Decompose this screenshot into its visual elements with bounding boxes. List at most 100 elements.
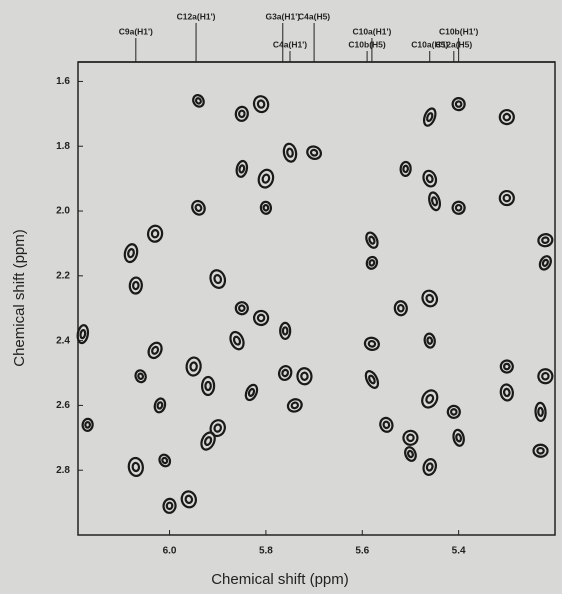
peak bbox=[209, 419, 226, 438]
contour bbox=[257, 168, 275, 189]
annotation: C9a(H1') bbox=[119, 26, 153, 36]
peak bbox=[399, 160, 412, 178]
peak bbox=[235, 159, 249, 178]
contour bbox=[534, 401, 547, 422]
peak bbox=[127, 456, 144, 478]
peak bbox=[286, 398, 303, 413]
contour bbox=[234, 105, 249, 122]
x-tick-label: 5.6 bbox=[355, 546, 369, 557]
contour bbox=[402, 164, 409, 174]
peak bbox=[76, 324, 90, 345]
y-tick-label: 1.6 bbox=[56, 76, 70, 87]
contour bbox=[209, 269, 227, 289]
peak bbox=[537, 233, 554, 248]
contour bbox=[244, 383, 259, 402]
contour bbox=[422, 457, 438, 476]
plot-frame bbox=[77, 61, 556, 536]
contour bbox=[541, 372, 550, 381]
contour bbox=[446, 404, 461, 419]
contour bbox=[404, 446, 417, 462]
contour bbox=[368, 259, 376, 267]
y-tick-label: 2.4 bbox=[56, 335, 70, 346]
peak bbox=[134, 369, 147, 384]
peak bbox=[81, 417, 94, 432]
contour bbox=[204, 436, 213, 446]
peak bbox=[446, 404, 461, 419]
contour bbox=[192, 94, 205, 108]
contour bbox=[247, 387, 256, 397]
peak bbox=[538, 255, 552, 271]
peak bbox=[379, 416, 394, 433]
contour bbox=[537, 368, 554, 385]
peak bbox=[234, 301, 249, 316]
peak bbox=[282, 142, 298, 163]
contour bbox=[428, 191, 442, 212]
peak bbox=[180, 490, 197, 509]
peak bbox=[147, 341, 163, 360]
contour bbox=[425, 462, 434, 472]
y-tick-label: 2.6 bbox=[56, 400, 70, 411]
peak bbox=[402, 429, 419, 446]
contour bbox=[147, 341, 163, 360]
contour bbox=[252, 95, 270, 114]
contour bbox=[146, 224, 164, 243]
contour bbox=[158, 453, 172, 468]
contour bbox=[309, 148, 319, 157]
contour bbox=[451, 200, 466, 215]
contour bbox=[431, 196, 439, 207]
contour bbox=[127, 248, 135, 259]
peak bbox=[158, 453, 172, 468]
y-tick-label: 2.2 bbox=[56, 270, 70, 281]
annotation: C4a(H5) bbox=[298, 11, 330, 21]
x-axis-title: Chemical shift (ppm) bbox=[211, 571, 349, 588]
annotation: C4a(H1') bbox=[273, 39, 307, 49]
contour bbox=[450, 408, 458, 416]
peak bbox=[498, 108, 515, 126]
contour bbox=[286, 398, 303, 413]
contour bbox=[200, 431, 216, 451]
peak bbox=[499, 359, 514, 374]
y-tick-label: 2.8 bbox=[56, 465, 70, 476]
peak bbox=[421, 389, 439, 409]
annotation: C10b(H1') bbox=[439, 26, 479, 36]
x-tick-label: 6.0 bbox=[163, 546, 177, 557]
annotation: C10a(H5) bbox=[411, 39, 448, 49]
contour bbox=[213, 273, 223, 285]
annotation: G3a(H1') bbox=[265, 11, 300, 21]
peak bbox=[191, 199, 206, 216]
contour bbox=[365, 255, 379, 270]
contour bbox=[180, 490, 197, 509]
annotation: C12a(H5) bbox=[435, 39, 472, 49]
peak bbox=[277, 365, 293, 382]
peak bbox=[209, 269, 227, 289]
contour bbox=[425, 293, 435, 304]
contour bbox=[537, 233, 554, 248]
peak bbox=[252, 95, 270, 114]
peak bbox=[279, 321, 292, 340]
x-tick-label: 5.8 bbox=[259, 546, 273, 557]
contour bbox=[153, 397, 167, 414]
peak bbox=[422, 107, 437, 127]
contour bbox=[76, 324, 90, 345]
peak bbox=[451, 200, 466, 215]
contour bbox=[277, 365, 293, 382]
contour bbox=[402, 429, 419, 446]
peak bbox=[257, 168, 275, 189]
contour bbox=[200, 375, 216, 397]
contour bbox=[425, 393, 435, 404]
contour bbox=[238, 304, 246, 313]
peak bbox=[499, 383, 514, 402]
contour bbox=[252, 309, 270, 327]
contour bbox=[382, 420, 391, 430]
contour bbox=[406, 449, 414, 459]
peak bbox=[192, 94, 205, 108]
contour bbox=[162, 497, 177, 514]
contour bbox=[365, 231, 379, 249]
contour bbox=[422, 169, 438, 188]
peak bbox=[428, 191, 442, 212]
contour bbox=[194, 97, 202, 105]
contour bbox=[393, 300, 408, 317]
contour bbox=[234, 301, 249, 316]
contour bbox=[498, 108, 515, 126]
x-tick-label: 5.4 bbox=[452, 546, 466, 557]
